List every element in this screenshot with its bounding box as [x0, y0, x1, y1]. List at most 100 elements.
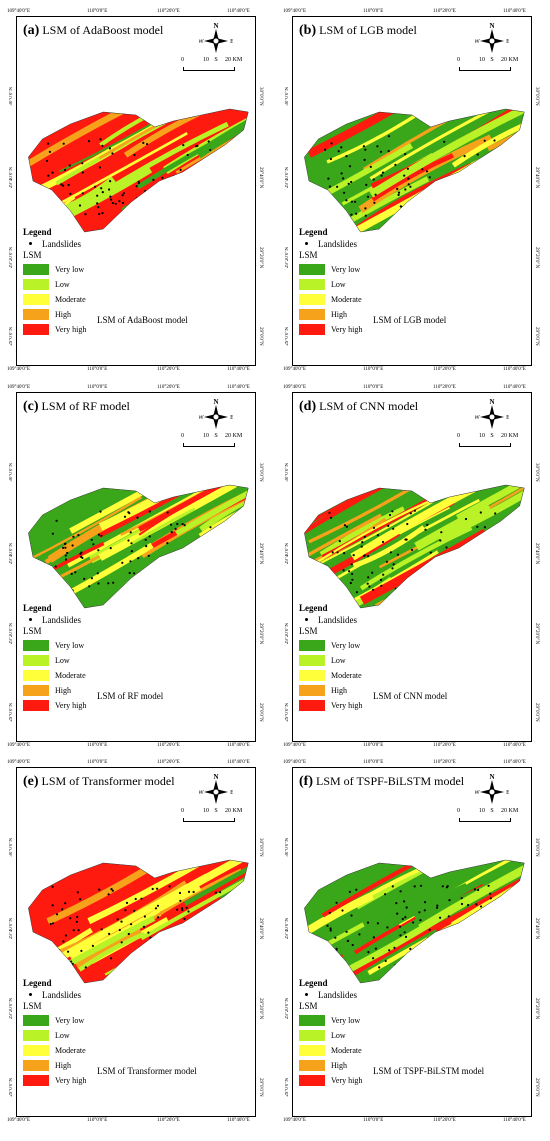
latitude-tick: 29°20'0"N: [534, 623, 539, 645]
legend-class: Moderate: [299, 668, 525, 683]
landslide-point: [491, 186, 494, 189]
landslide-point: [173, 186, 176, 189]
landslide-point: [80, 555, 83, 558]
landslide-point: [109, 547, 112, 550]
landslide-point: [395, 902, 398, 905]
landslide-point: [364, 148, 367, 151]
legend-swatch: [23, 324, 49, 335]
landslide-point: [148, 510, 151, 513]
landslide-point: [201, 957, 204, 960]
landslide-point: [127, 511, 130, 514]
legend-class: Moderate: [23, 292, 249, 307]
latitude-tick: 29°0'0"N: [285, 1078, 290, 1097]
study-area-outline: [304, 859, 525, 984]
legend-swatch: [299, 324, 325, 335]
scale-label-20: 20 KM: [225, 808, 243, 814]
susceptibility-band: [225, 876, 249, 977]
landslide-point: [340, 172, 343, 175]
landslide-point: [385, 560, 388, 563]
landslide-point: [76, 915, 79, 919]
susceptibility-band: [87, 860, 249, 925]
landslide-point: [483, 139, 486, 142]
landslide-point: [54, 565, 57, 568]
legend-swatch: [23, 1075, 49, 1086]
landslide-point: [121, 962, 124, 965]
susceptibility-band: [491, 896, 525, 981]
susceptibility-band: [220, 532, 249, 600]
landslide-point: [477, 888, 480, 892]
landslide-point: [345, 155, 348, 158]
landslide-point: [170, 531, 173, 534]
susceptibility-map: [28, 108, 249, 233]
panel-title-text: LSM of CNN model: [319, 399, 419, 413]
landslide-point: [406, 167, 409, 170]
landslide-point: [99, 510, 102, 513]
landslide-point: [367, 576, 370, 579]
landslide-point: [403, 174, 406, 177]
landslide-point: [219, 891, 222, 894]
landslide-point: [161, 176, 164, 179]
panel-center-label: LSM of LGB model: [373, 315, 447, 325]
susceptibility-band: [136, 109, 249, 190]
landslide-point: [328, 911, 331, 914]
landslide-point: [436, 183, 439, 186]
landslide-point: [56, 210, 59, 213]
latitude-tick: 29°0'0"N: [9, 703, 14, 722]
landslide-point: [399, 205, 402, 208]
landslide-point: [442, 194, 445, 197]
landslide-point: [47, 142, 50, 145]
legend-class: Moderate: [299, 1043, 525, 1058]
susceptibility-band: [524, 140, 525, 195]
landslide-point: [446, 885, 449, 888]
landslide-point: [493, 205, 496, 208]
scale-label-10: 10: [479, 433, 485, 439]
landslide-point: [376, 922, 379, 925]
susceptibility-band: [359, 525, 473, 591]
legend-swatch: [23, 264, 49, 275]
latitude-tick: 30°0'0"N: [285, 87, 290, 106]
landslide-point: [218, 568, 221, 571]
landslide-point: [75, 920, 78, 923]
landslide-point: [52, 948, 56, 951]
landslide-point: [413, 885, 416, 888]
compass-s: S: [490, 808, 493, 812]
susceptibility-band: [487, 927, 525, 982]
landslide-point: [201, 961, 204, 964]
landslide-point: [439, 539, 442, 542]
landslide-point: [410, 548, 414, 551]
landslide-point: [211, 156, 214, 159]
landslide-point: [483, 526, 486, 529]
landslide-point: [49, 922, 52, 926]
landslide-point: [214, 891, 217, 894]
landslide-point: [491, 172, 494, 175]
susceptibility-band: [450, 860, 525, 928]
latitude-tick: 29°20'0"N: [9, 998, 14, 1020]
susceptibility-band: [186, 539, 249, 599]
landslide-point: [194, 145, 198, 148]
legend-landslides: Landslides: [29, 988, 249, 1001]
landslide-point: [185, 906, 188, 909]
landslide-point: [457, 184, 460, 187]
longitude-tick: 110°20'0"E: [433, 760, 456, 765]
susceptibility-band: [348, 897, 491, 979]
landslide-point: [172, 927, 175, 930]
legend-class: Very low: [299, 638, 525, 653]
landslide-point: [79, 552, 82, 555]
landslide-point: [137, 557, 140, 560]
landslide-point: [460, 965, 463, 968]
susceptibility-band: [487, 109, 525, 152]
longitude-tick: 110°20'0"E: [157, 743, 180, 748]
landslide-point: [423, 909, 426, 912]
scale-label-10: 10: [203, 57, 209, 63]
landslide-point: [387, 524, 390, 527]
landslide-point: [97, 206, 100, 209]
compass-s: S: [214, 433, 217, 437]
legend-class: Moderate: [299, 292, 525, 307]
north-arrow-icon: N S E W: [198, 772, 234, 814]
landslide-point: [70, 572, 73, 575]
susceptibility-band: [69, 884, 202, 961]
landslide-point: [331, 551, 334, 554]
landslide-point: [368, 585, 371, 588]
susceptibility-band: [183, 860, 249, 906]
landslide-point: [201, 949, 204, 952]
